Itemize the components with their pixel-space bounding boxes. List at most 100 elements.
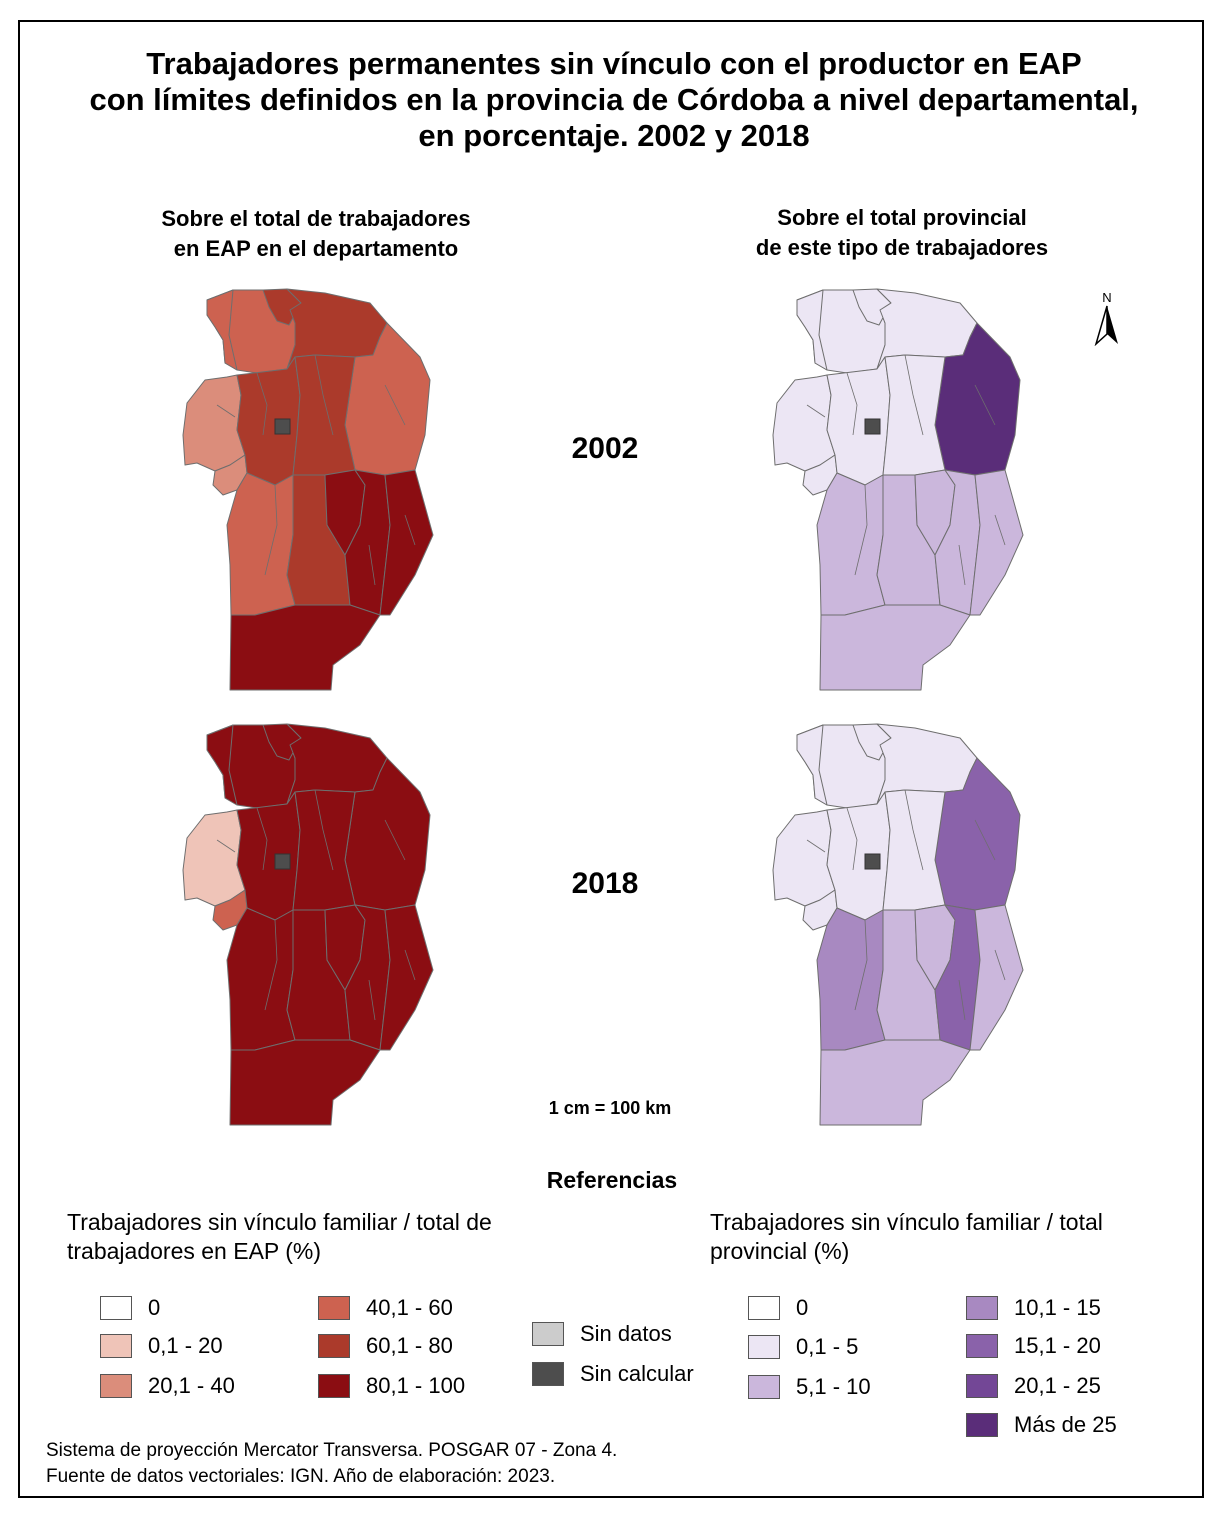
legend-swatch [966, 1374, 998, 1398]
legend-swatch [532, 1322, 564, 1346]
north-arrow: N [1092, 290, 1122, 351]
department-central-west [236, 791, 301, 921]
legend-item-red-5: 80,1 - 100 [318, 1372, 465, 1400]
north-arrow-label: N [1102, 290, 1112, 305]
legend-swatch [100, 1374, 132, 1398]
department-west [182, 374, 246, 472]
legend-swatch [966, 1413, 998, 1437]
legend-swatch [318, 1296, 350, 1320]
subtitle-right-line-2: de este tipo de trabajadores [755, 235, 1049, 260]
department-south [819, 604, 971, 691]
legend-label: 0 [796, 1295, 809, 1320]
sin-calcular-capital [274, 853, 291, 870]
department-north-middle [796, 289, 828, 371]
legend-swatch [966, 1296, 998, 1320]
legend-item-red-1: 0,1 - 20 [100, 1332, 223, 1360]
legend-left-heading: Trabajadores sin vínculo familiar / tota… [67, 1208, 587, 1266]
legend-item-purple-3: 10,1 - 15 [966, 1294, 1101, 1322]
department-southwest [226, 907, 296, 1051]
legend-item-sin-calcular: Sin calcular [532, 1360, 694, 1388]
legend-item-sin-datos: Sin datos [532, 1320, 672, 1348]
legend-label: 0,1 - 5 [796, 1334, 859, 1359]
department-inner-borders [806, 354, 1006, 586]
department-central [292, 354, 356, 476]
department-south [229, 604, 381, 691]
department-south [229, 1039, 381, 1126]
department-central-west [826, 791, 891, 921]
year-label-2002: 2002 [571, 432, 639, 465]
department-southeast-c [969, 469, 1024, 616]
department-central-west [826, 356, 891, 486]
legend-label: 5,1 - 10 [796, 1374, 871, 1399]
legend-swatch [748, 1296, 780, 1320]
north-arrow-icon [1094, 305, 1118, 347]
legend-label: 0 [148, 1295, 161, 1320]
legend-swatch [318, 1334, 350, 1358]
map-2002-total-provincial [772, 288, 1024, 691]
department-west [772, 374, 836, 472]
department-west [182, 809, 246, 907]
department-southwest [816, 472, 886, 616]
department-central [292, 789, 356, 911]
department-north-middle [206, 289, 238, 371]
footer-projection: Sistema de proyección Mercator Transvers… [46, 1440, 618, 1461]
legend-label: 0,1 - 20 [148, 1333, 223, 1358]
title-line-3: en porcentaje. 2002 y 2018 [418, 118, 810, 153]
legend-label: Más de 25 [1014, 1412, 1117, 1437]
legend-item-purple-1: 0,1 - 5 [748, 1333, 858, 1361]
department-southeast-c [379, 904, 434, 1051]
scale-label: 1 cm = 100 km [548, 1098, 672, 1118]
legend-label: Sin datos [580, 1321, 672, 1346]
legend-swatch [318, 1374, 350, 1398]
legend-item-red-2: 20,1 - 40 [100, 1372, 235, 1400]
legend-label: 15,1 - 20 [1014, 1333, 1101, 1358]
legend-label: 60,1 - 80 [366, 1333, 453, 1358]
department-inner-borders [806, 789, 1006, 1021]
map-frame [18, 20, 1204, 1498]
department-north-middle [206, 724, 238, 806]
legend-swatch [748, 1335, 780, 1359]
department-west [772, 809, 836, 907]
department-north-middle [796, 724, 828, 806]
legend-item-red-0: 0 [100, 1294, 160, 1322]
sin-calcular-capital [274, 418, 291, 435]
subtitle-left: Sobre el total de trabajadores en EAP en… [96, 204, 536, 264]
department-central-west [236, 356, 301, 486]
department-southeast-c [969, 904, 1024, 1051]
map-2002-total-eap [182, 288, 434, 691]
legend-swatch [100, 1334, 132, 1358]
legend-item-red-4: 60,1 - 80 [318, 1332, 453, 1360]
year-label-2018: 2018 [571, 867, 639, 900]
department-south [819, 1039, 971, 1126]
title-line-1: Trabajadores permanentes sin vínculo con… [146, 46, 1082, 81]
department-inner-borders [216, 789, 416, 1021]
subtitle-right-line-1: Sobre el total provincial [777, 205, 1027, 230]
references-title: Referencias [546, 1167, 678, 1193]
legend-label: 40,1 - 60 [366, 1295, 453, 1320]
footer-source: Fuente de datos vectoriales: IGN. Año de… [46, 1466, 556, 1487]
sin-calcular-capital [864, 418, 881, 435]
legend-swatch [532, 1362, 564, 1386]
legend-item-red-3: 40,1 - 60 [318, 1294, 453, 1322]
legend-swatch [748, 1375, 780, 1399]
legend-item-purple-5: 20,1 - 25 [966, 1372, 1101, 1400]
map-2018-total-provincial [772, 723, 1024, 1126]
subtitle-right: Sobre el total provincial de este tipo d… [682, 203, 1122, 263]
legend-item-purple-6: Más de 25 [966, 1411, 1117, 1439]
legend-left-heading-line-2: trabajadores en EAP (%) [67, 1238, 321, 1264]
legend-right-heading-line-1: Trabajadores sin vínculo familiar / tota… [710, 1209, 1103, 1235]
legend-left-heading-line-1: Trabajadores sin vínculo familiar / tota… [67, 1209, 492, 1235]
sin-calcular-capital [864, 853, 881, 870]
department-southeast-c [379, 469, 434, 616]
legend-label: Sin calcular [580, 1361, 694, 1386]
footer-notes: Sistema de proyección Mercator Transvers… [46, 1438, 617, 1490]
department-southwest [816, 907, 886, 1051]
legend-right-heading: Trabajadores sin vínculo familiar / tota… [710, 1208, 1180, 1266]
legend-label: 20,1 - 25 [1014, 1373, 1101, 1398]
legend-swatch [100, 1296, 132, 1320]
department-central [882, 354, 946, 476]
legend-label: 80,1 - 100 [366, 1373, 466, 1398]
legend-item-purple-4: 15,1 - 20 [966, 1332, 1101, 1360]
main-title: Trabajadores permanentes sin vínculo con… [0, 46, 1228, 154]
legend-label: 20,1 - 40 [148, 1373, 235, 1398]
